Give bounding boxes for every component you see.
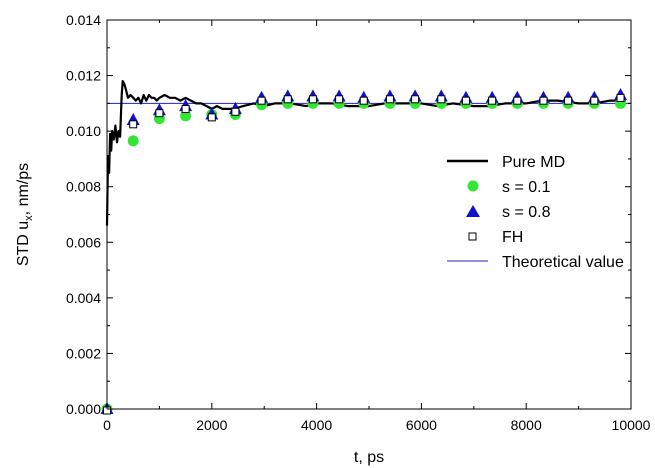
point-fh: [437, 95, 446, 104]
x-axis-title: t, ps: [354, 449, 384, 466]
point-fh: [359, 96, 368, 105]
point-fh: [207, 113, 216, 122]
legend-swatch-s08: [466, 205, 480, 217]
y-tick-label: 0.010: [66, 123, 101, 139]
y-tick-label: 0.014: [66, 12, 101, 28]
point-fh: [231, 107, 240, 116]
x-tick-label: 8000: [511, 417, 542, 433]
legend-label-pure-md: Pure MD: [502, 154, 565, 171]
y-tick-label: 0.002: [66, 345, 101, 361]
point-fh: [590, 96, 599, 105]
y-tick-label: 0.012: [66, 68, 101, 84]
point-fh: [283, 95, 292, 104]
legend-swatch-fh: [468, 232, 477, 241]
y-tick-label: 0.006: [66, 234, 101, 250]
point-fh: [308, 95, 317, 104]
point-fh: [513, 96, 522, 105]
legend-label-fh: FH: [502, 229, 523, 246]
legend-label-theoretical: Theoretical value: [502, 254, 624, 271]
point-fh: [257, 96, 266, 105]
legend-label-s01: s = 0.1: [502, 179, 551, 196]
legend-label-s08: s = 0.8: [502, 204, 551, 221]
point-fh: [564, 96, 573, 105]
x-tick-label: 10000: [612, 417, 651, 433]
point-fh: [411, 95, 420, 104]
point-s01: [127, 135, 139, 147]
point-fh: [539, 96, 548, 105]
legend: Pure MD s = 0.1 s = 0.8 FH Theoretical v…: [447, 154, 624, 271]
y-tick-label: 0.008: [66, 179, 101, 195]
point-s01: [180, 110, 192, 122]
point-fh: [335, 95, 344, 104]
legend-swatch-s01: [467, 180, 479, 192]
point-fh: [129, 120, 138, 129]
y-axis-title-tail: , nm/ps: [15, 163, 32, 215]
x-tick-label: 0: [103, 417, 111, 433]
point-fh: [616, 93, 625, 102]
plot-frame: [106, 19, 632, 410]
point-fh: [488, 96, 497, 105]
point-fh: [461, 96, 470, 105]
x-tick-label: 4000: [301, 417, 332, 433]
point-fh: [155, 109, 164, 118]
y-axis-title: STD ux, nm/ps: [15, 163, 35, 266]
y-tick-label: 0.004: [66, 290, 101, 306]
y-tick-label: 0.000: [66, 401, 101, 417]
y-axis-title-main: STD u: [15, 221, 32, 266]
y-axis-title-sub: x: [23, 215, 35, 221]
point-fh: [385, 95, 394, 104]
point-fh: [181, 105, 190, 114]
x-tick-label: 2000: [196, 417, 227, 433]
x-tick-label: 6000: [406, 417, 437, 433]
